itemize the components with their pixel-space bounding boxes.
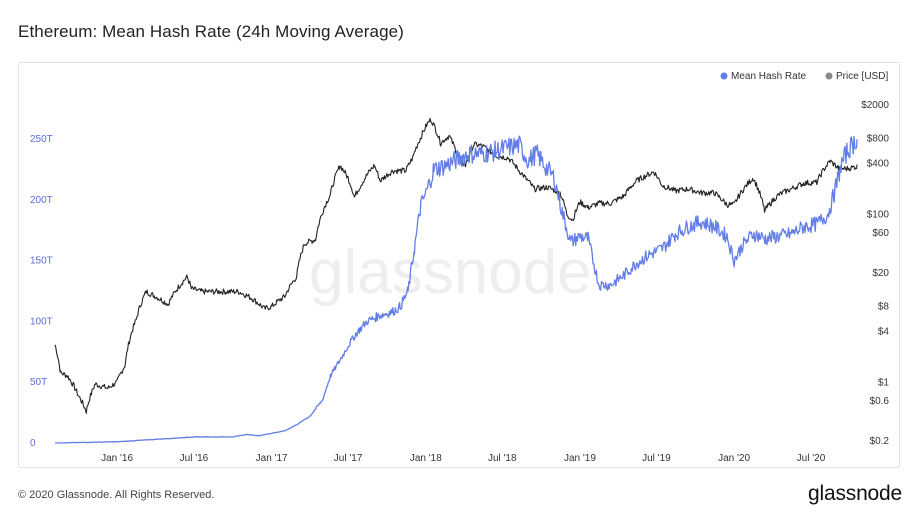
y-right-tick-label: $1 (878, 377, 890, 388)
x-tick-label: Jan '16 (101, 453, 133, 464)
legend-dot-hash (720, 72, 728, 80)
y-left-tick-label: 50T (30, 377, 47, 388)
y-left-tick-label: 200T (30, 195, 53, 206)
chart-title: Ethereum: Mean Hash Rate (24h Moving Ave… (18, 22, 404, 41)
y-left-tick-label: 100T (30, 316, 53, 327)
watermark: glassnode (309, 238, 592, 307)
legend[interactable]: Mean Hash Rate Price [USD] (720, 71, 889, 82)
x-tick-label: Jan '20 (718, 453, 750, 464)
y-right-tick-label: $0.6 (870, 396, 890, 407)
x-tick-label: Jul '20 (797, 453, 826, 464)
y-right-tick-label: $800 (867, 133, 890, 144)
legend-dot-price (825, 72, 833, 80)
y-left-tick-label: 250T (30, 134, 53, 145)
chart-svg: glassnode 0 50T 100T 150T 200T 250T $0.2 $0.6 $… (30, 71, 890, 464)
chart-panel: glassnode 0 50T 100T 150T 200T 250T $0.2 $0.6 $… (18, 62, 900, 468)
copyright: © 2020 Glassnode. All Rights Reserved. (18, 489, 215, 501)
x-tick-label: Jan '19 (564, 453, 596, 464)
y-right-tick-label: $20 (872, 268, 889, 279)
y-right-tick-label: $2000 (861, 100, 889, 111)
y-left-tick-label: 0 (30, 438, 36, 449)
x-tick-label: Jul '17 (334, 453, 363, 464)
y-right-tick-label: $400 (867, 159, 890, 170)
x-tick-label: Jan '17 (256, 453, 288, 464)
hash-rate-series-line (55, 135, 858, 444)
y-right-tick-label: $60 (872, 228, 889, 239)
y-left-tick-label: 150T (30, 256, 53, 267)
y-right-tick-label: $100 (867, 209, 890, 220)
legend-label-hash: Mean Hash Rate (731, 71, 806, 82)
x-tick-label: Jul '19 (642, 453, 671, 464)
price-series-line (54, 117, 858, 414)
x-tick-label: Jul '18 (488, 453, 517, 464)
brand-logo[interactable]: glassnode (808, 482, 902, 505)
legend-label-price: Price [USD] (836, 71, 888, 82)
x-tick-label: Jul '16 (180, 453, 209, 464)
y-right-tick-label: $4 (878, 327, 890, 338)
y-right-tick-label: $0.2 (870, 436, 890, 447)
x-tick-label: Jan '18 (410, 453, 442, 464)
y-right-tick-label: $8 (878, 301, 890, 312)
